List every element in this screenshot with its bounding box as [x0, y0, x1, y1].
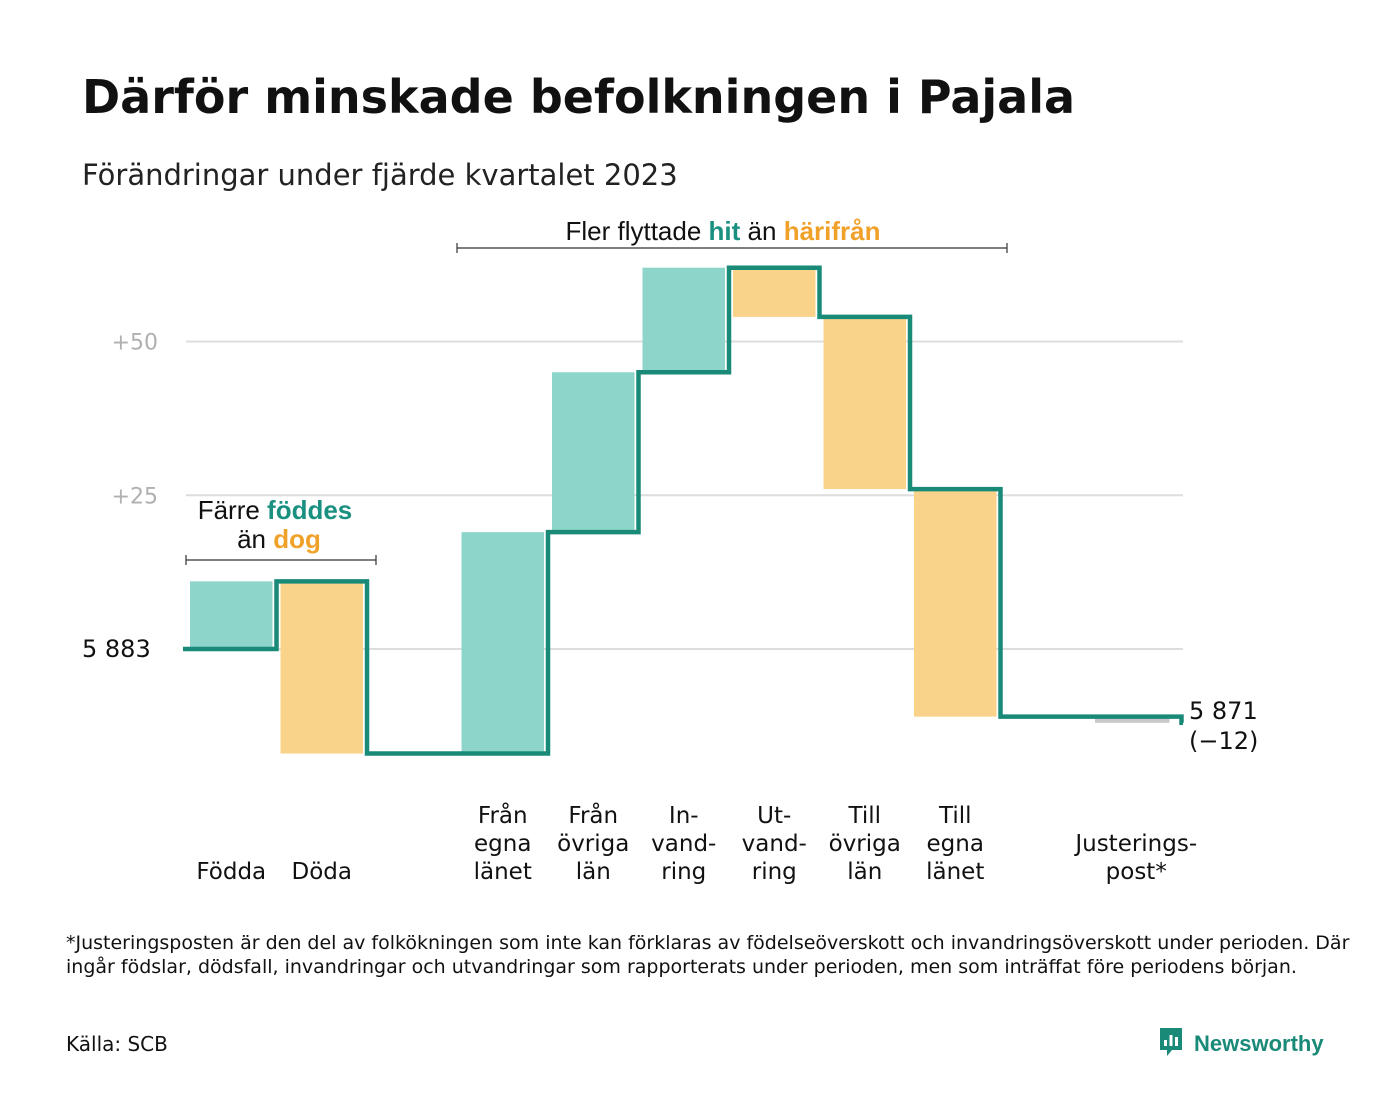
category-label: vand- — [651, 831, 716, 857]
y-tick-label: +50 — [112, 331, 158, 356]
annotation-bracket — [456, 243, 1008, 253]
category-label: Födda — [196, 859, 266, 885]
bar-increase — [190, 581, 273, 649]
end-value-label: 5 871 — [1189, 697, 1258, 725]
chart-bubble-icon — [1158, 1026, 1184, 1062]
waterfall-chart: +25+50 Födda DödaFrånegnalänetFrånövrigal… — [82, 216, 1258, 885]
category-label: län — [847, 859, 882, 885]
brand-name: Newsworthy — [1194, 1031, 1324, 1056]
births-deaths-annotation: Färre föddes än dog — [185, 495, 377, 565]
category-label: ring — [752, 859, 797, 885]
annotation-highlight-away: härifrån — [784, 216, 881, 246]
category-label: övriga — [557, 831, 629, 857]
net-change-label: (−12) — [1189, 727, 1258, 755]
category-label: övriga — [829, 831, 901, 857]
y-tick-label: +25 — [112, 484, 158, 509]
bar-decrease — [733, 267, 816, 317]
category-labels: Födda DödaFrånegnalänetFrånövrigalänIn-va… — [196, 801, 1197, 885]
annotation-text: än — [237, 524, 273, 554]
category-label: post* — [1106, 859, 1167, 885]
category-label: Från — [568, 801, 618, 829]
annotation-text: än — [740, 216, 783, 246]
svg-text:Färre föddes: Färre föddes — [198, 495, 353, 525]
annotation-text: Färre — [198, 495, 267, 525]
category-label: In- — [669, 803, 699, 829]
category-label: Döda — [292, 859, 352, 885]
migration-annotation: Fler flyttade hit än härifrån — [456, 216, 1008, 253]
bar-decrease — [823, 316, 906, 490]
start-value-label: 5 883 — [82, 635, 151, 663]
svg-text:än dog: än dog — [237, 524, 321, 554]
category-label: Justerings- — [1073, 831, 1197, 857]
category-label: länet — [926, 859, 984, 885]
bar-decrease — [280, 581, 363, 754]
annotation-text: Fler flyttade — [565, 216, 708, 246]
bar-increase — [552, 372, 635, 533]
category-label: ring — [661, 859, 706, 885]
annotation-highlight-here: hit — [709, 216, 741, 246]
step-line — [183, 265, 1184, 756]
bars — [190, 267, 1170, 754]
source-label: Källa: SCB — [66, 1032, 168, 1056]
svg-text:Fler flyttade hit än härifrån: Fler flyttade hit än härifrån — [565, 216, 880, 246]
category-label: vand- — [742, 831, 807, 857]
annotation-bracket — [185, 555, 377, 565]
annotation-highlight-died: dog — [273, 524, 321, 554]
category-label: Till — [938, 803, 972, 829]
footnote: *Justeringsposten är den del av folkökni… — [66, 932, 1350, 978]
category-label: egna — [927, 831, 984, 857]
bar-increase — [461, 532, 544, 754]
category-label: län — [576, 859, 611, 885]
step-line-path — [183, 265, 1184, 756]
annotation-highlight-born: föddes — [267, 495, 352, 525]
bar-adjustment — [1095, 716, 1170, 723]
chart-title: Därför minskade befolkningen i Pajala — [82, 70, 1075, 124]
category-label: Ut- — [757, 803, 791, 829]
category-label: Från — [478, 801, 528, 829]
bar-decrease — [914, 489, 997, 717]
chart-subtitle: Förändringar under fjärde kvartalet 2023 — [82, 158, 678, 192]
bar-increase — [642, 267, 725, 373]
brand-logo[interactable]: Newsworthy — [1158, 1026, 1324, 1062]
category-label: länet — [474, 859, 532, 885]
category-label: egna — [474, 831, 531, 857]
category-label: Till — [847, 803, 881, 829]
